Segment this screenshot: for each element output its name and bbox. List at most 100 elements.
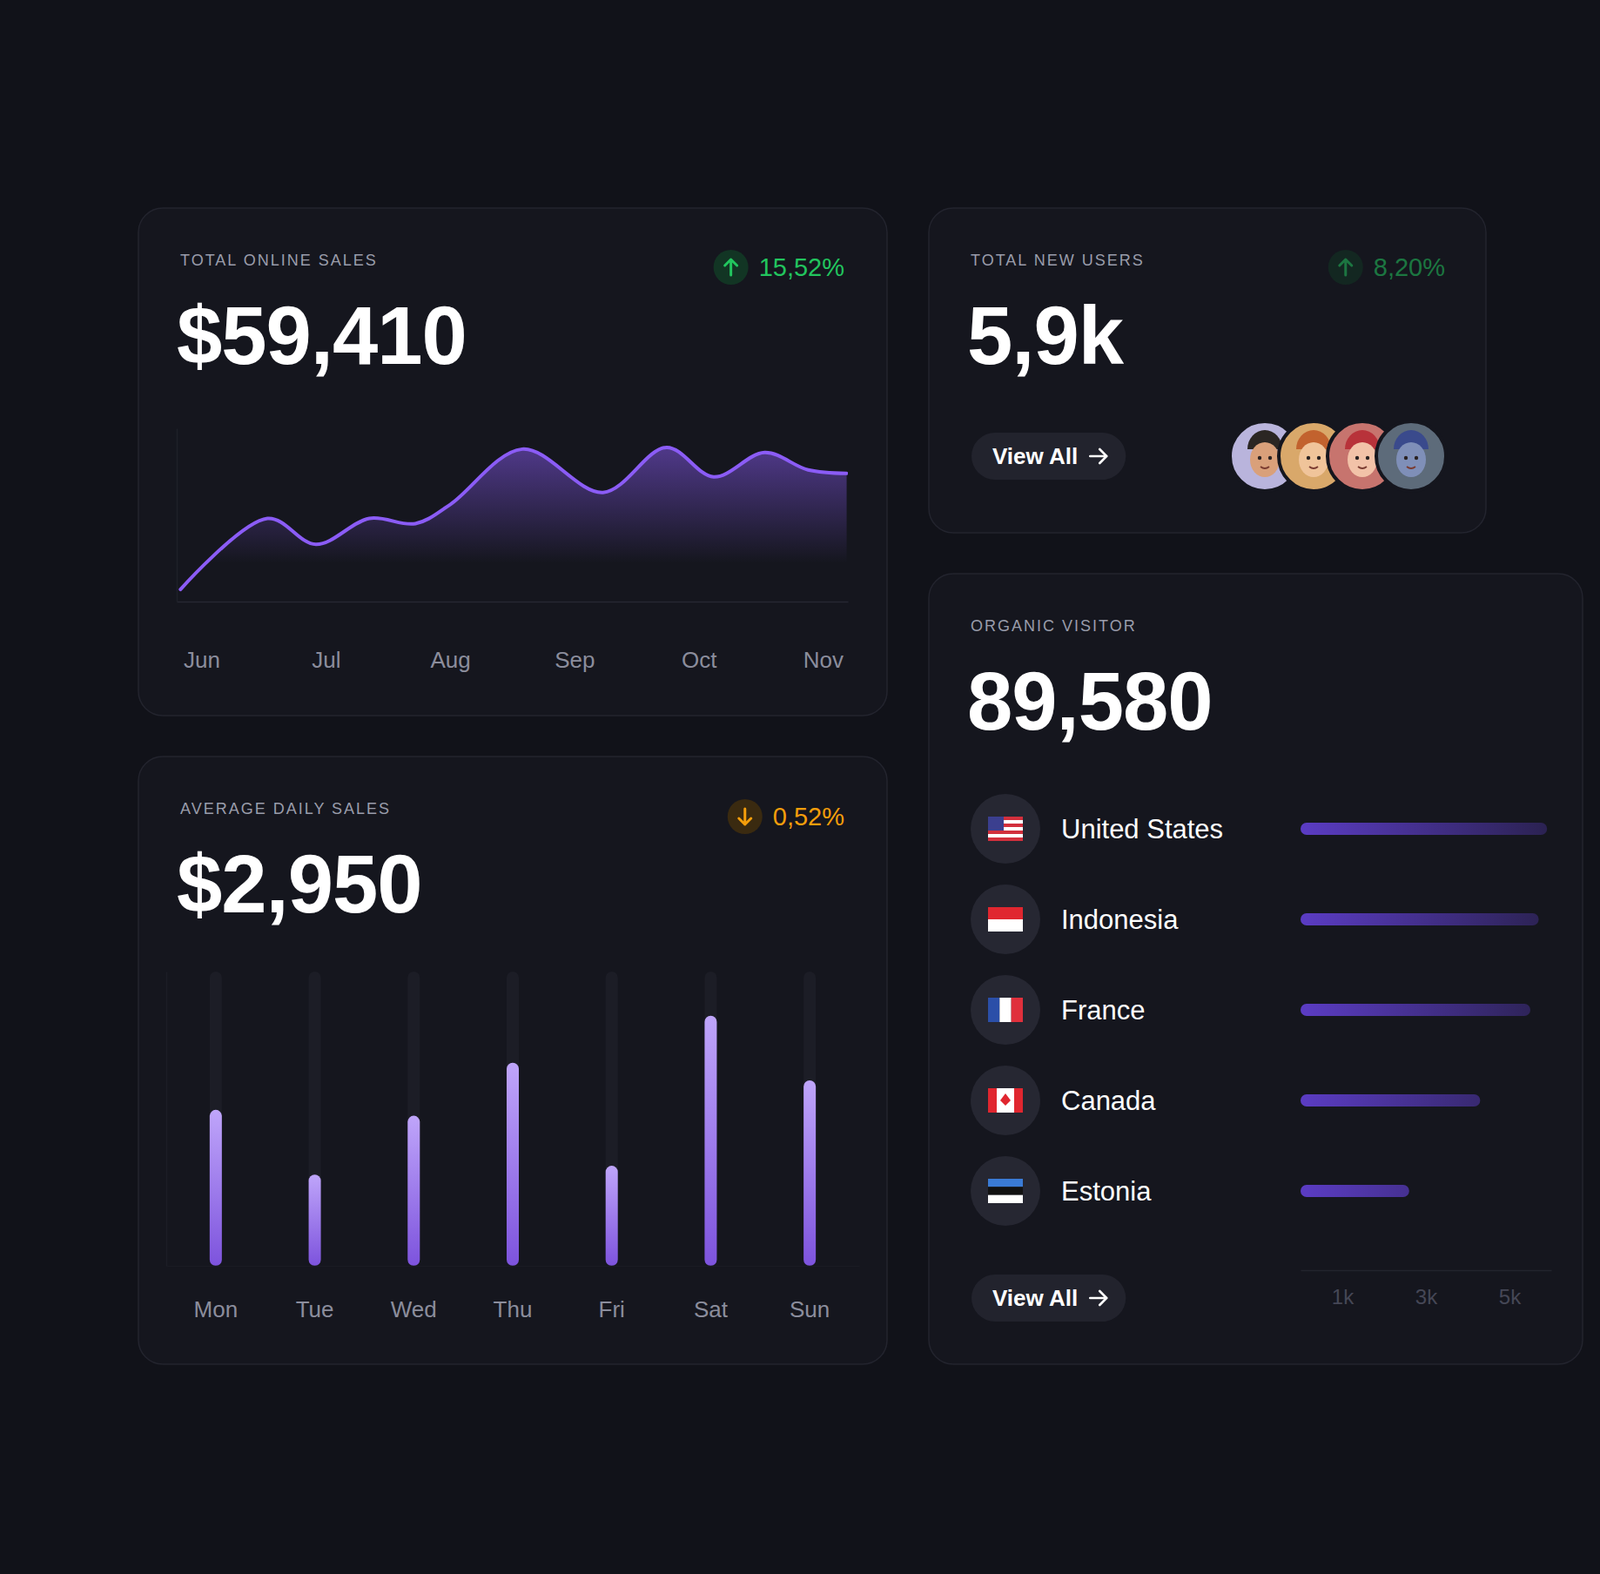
- bar-tracks: [209, 971, 816, 1266]
- x-tick: Nov: [803, 601, 844, 673]
- plot-area: [1300, 822, 1547, 1197]
- flag-part: [999, 997, 1011, 1022]
- big-number: 89,580: [967, 655, 1213, 747]
- big-number: $2,950: [176, 838, 423, 930]
- card-title: TOTAL NEW USERS: [970, 251, 1145, 269]
- avatar-face: [1298, 442, 1329, 478]
- flag-part: [988, 837, 1023, 841]
- big-number: $59,410: [176, 289, 467, 382]
- view-all-button[interactable]: View All: [971, 432, 1126, 480]
- card-background: [138, 208, 888, 716]
- bar: [309, 1174, 322, 1266]
- avatar-eye: [1355, 456, 1359, 460]
- bar-track: [506, 971, 519, 1266]
- x-tick: Jul: [311, 601, 341, 673]
- avatar-eye: [1414, 456, 1419, 460]
- change-badge: 0,52%: [727, 799, 845, 834]
- card-background: [138, 756, 888, 1365]
- axis-line: [176, 429, 179, 603]
- x-tick: Thu: [493, 1265, 533, 1323]
- bar-track: [605, 971, 619, 1266]
- flag-part: [988, 1195, 1023, 1204]
- avatar-eye: [1317, 456, 1321, 460]
- avatar-eye: [1404, 456, 1408, 460]
- bar: [1300, 913, 1540, 926]
- bar-track: [803, 971, 816, 1266]
- change-value: 0,52%: [773, 802, 845, 831]
- avatar-eye: [1268, 456, 1272, 460]
- avatar-face: [1250, 442, 1280, 478]
- bar-track: [209, 971, 222, 1266]
- flag-part: [1011, 997, 1023, 1022]
- x-tick-label: Tue: [295, 1296, 335, 1323]
- button-label[interactable]: View All: [992, 443, 1078, 470]
- bar: [605, 1165, 619, 1266]
- button-arrow[interactable]: [1089, 1290, 1107, 1305]
- page-background: [0, 0, 1600, 1574]
- change-icon: [1339, 259, 1352, 276]
- button-background[interactable]: [971, 1274, 1126, 1322]
- avatar-mouth: [1309, 466, 1318, 469]
- change-icon: [725, 259, 738, 276]
- x-tick: Sep: [554, 601, 595, 673]
- flag-background: [970, 884, 1041, 955]
- change-icon-background: [727, 799, 763, 834]
- x-tick: Sun: [789, 1265, 830, 1323]
- flag-part: [988, 997, 1000, 1022]
- big-number: 5,9k: [967, 289, 1125, 382]
- change-icon: [739, 808, 752, 825]
- flag: [988, 997, 1023, 1022]
- x-tick-label: Sat: [693, 1296, 729, 1323]
- line: [180, 447, 847, 590]
- x-axis: 1k3k5k: [1301, 1270, 1553, 1309]
- x-tick-label: 1k: [1331, 1284, 1355, 1309]
- avatar-face: [1396, 442, 1426, 478]
- bar-track: [407, 971, 420, 1266]
- button-background[interactable]: [971, 432, 1126, 480]
- avatar-group: [1230, 421, 1446, 491]
- flag-part: [1014, 1088, 1023, 1113]
- x-tick-label: Wed: [390, 1296, 437, 1323]
- flag-part: [988, 816, 1004, 831]
- flag: [988, 1088, 1023, 1113]
- daily-sales-card: AVERAGE DAILY SALES$2,9500,52%MonTueWedT…: [138, 756, 888, 1365]
- plot-area: [180, 447, 847, 602]
- avatar-background: [1376, 421, 1446, 491]
- change-icon-background: [713, 249, 749, 285]
- x-tick-label: Fri: [598, 1296, 626, 1323]
- change-badge: 15,52%: [713, 249, 845, 285]
- x-tick-label: Jul: [311, 646, 341, 673]
- x-tick-label: Aug: [430, 646, 471, 673]
- x-tick-label: Thu: [493, 1296, 533, 1323]
- new-users-card: TOTAL NEW USERS5,9k8,20%View All: [928, 208, 1486, 533]
- avatar-face: [1347, 442, 1378, 478]
- x-tick: Sat: [693, 1265, 729, 1323]
- bar: [407, 1115, 420, 1266]
- x-tick: Mon: [194, 1265, 239, 1323]
- bar: [704, 1015, 717, 1266]
- x-tick: 5k: [1499, 1270, 1522, 1309]
- flag-part: [996, 1088, 1015, 1113]
- bar: [1300, 1003, 1531, 1016]
- area: [180, 447, 847, 602]
- flag-part: [988, 919, 1023, 932]
- online-sales-card: TOTAL ONLINE SALES$59,41015,52%JunJulAug…: [138, 208, 888, 716]
- bar: [506, 1062, 519, 1266]
- flag-background: [970, 1156, 1041, 1226]
- view-all-button[interactable]: View All: [971, 1274, 1126, 1322]
- x-tick-label: Nov: [803, 646, 844, 673]
- flag: [988, 1178, 1023, 1204]
- x-tick-label: Sun: [789, 1296, 830, 1323]
- bar: [1300, 1094, 1480, 1107]
- flag-background: [970, 1065, 1041, 1136]
- x-tick-label: 5k: [1499, 1284, 1522, 1309]
- avatar: [1376, 421, 1446, 491]
- button-label[interactable]: View All: [992, 1284, 1078, 1311]
- button-arrow[interactable]: [1089, 449, 1107, 464]
- x-tick: Tue: [295, 1265, 335, 1323]
- x-tick: Oct: [681, 601, 718, 673]
- bar: [803, 1080, 816, 1266]
- flag: [988, 816, 1023, 841]
- x-tick: 1k: [1331, 1270, 1355, 1309]
- change-icon-background: [1328, 249, 1364, 285]
